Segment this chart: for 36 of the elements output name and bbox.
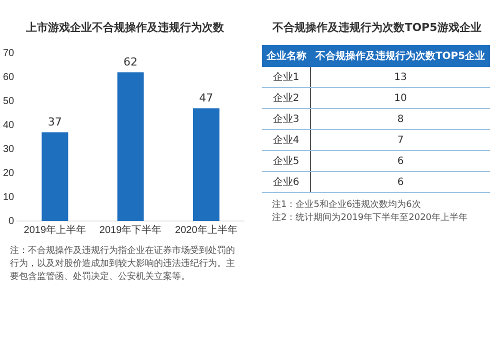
text: 7 (397, 134, 404, 146)
category-label: 企业2 (272, 93, 300, 104)
x-tick-label: 2019年下半年 (99, 224, 162, 236)
data-label: 47 (199, 92, 214, 105)
x-tick-label: 2019年上半年 (24, 224, 86, 236)
y-tick-label: 50 (3, 96, 15, 107)
bar (192, 108, 220, 221)
y-tick-label: 0 (8, 216, 15, 227)
category-label: 企业1 (272, 72, 300, 83)
y-tick-label: 10 (3, 192, 15, 203)
category-label: 企业3 (272, 114, 300, 125)
y-tick-label: 40 (3, 120, 15, 131)
text: 10 (394, 92, 407, 104)
data-label: 62 (124, 56, 138, 69)
bar (42, 132, 68, 221)
text: 注2：统计期间为2019年下半年至2020年上半年 (272, 212, 469, 225)
text: 13 (394, 72, 407, 82)
y-tick-label: 30 (3, 144, 15, 155)
x-tick-label: 2020年上半年 (175, 224, 238, 236)
text: 不合规操作及违规行为次数TOP5游戏企业 (272, 20, 482, 35)
text: 6 (397, 156, 404, 166)
y-tick-label: 20 (3, 168, 15, 179)
text: 注：不合规操作及违规行为指企业在证券市场受到处罚的行为，以及对股价造成加到较大影响的违法违纪行为。主要包含监管函、处罚决定、公安机关立案等。 (10, 245, 236, 284)
category-label: 企业5 (272, 156, 300, 167)
y-tick-label: 60 (3, 72, 15, 83)
text: 6 (397, 176, 404, 188)
data-label: 37 (48, 116, 62, 129)
category-label: 不合规操作及违规行为次数TOP5企业 (310, 45, 490, 67)
category-label: 企业4 (272, 135, 300, 146)
bar (117, 72, 144, 221)
category-label: 企业6 (272, 177, 300, 188)
text: 8 (397, 114, 404, 124)
category-label: 企业名称 (262, 45, 310, 67)
chart-title: 上市游戏企业不合规操作及违规行为次数 (25, 20, 225, 35)
text: 注1：企业5和企业6违规次数均为6次 (272, 199, 422, 212)
y-tick-label: 70 (3, 48, 15, 59)
